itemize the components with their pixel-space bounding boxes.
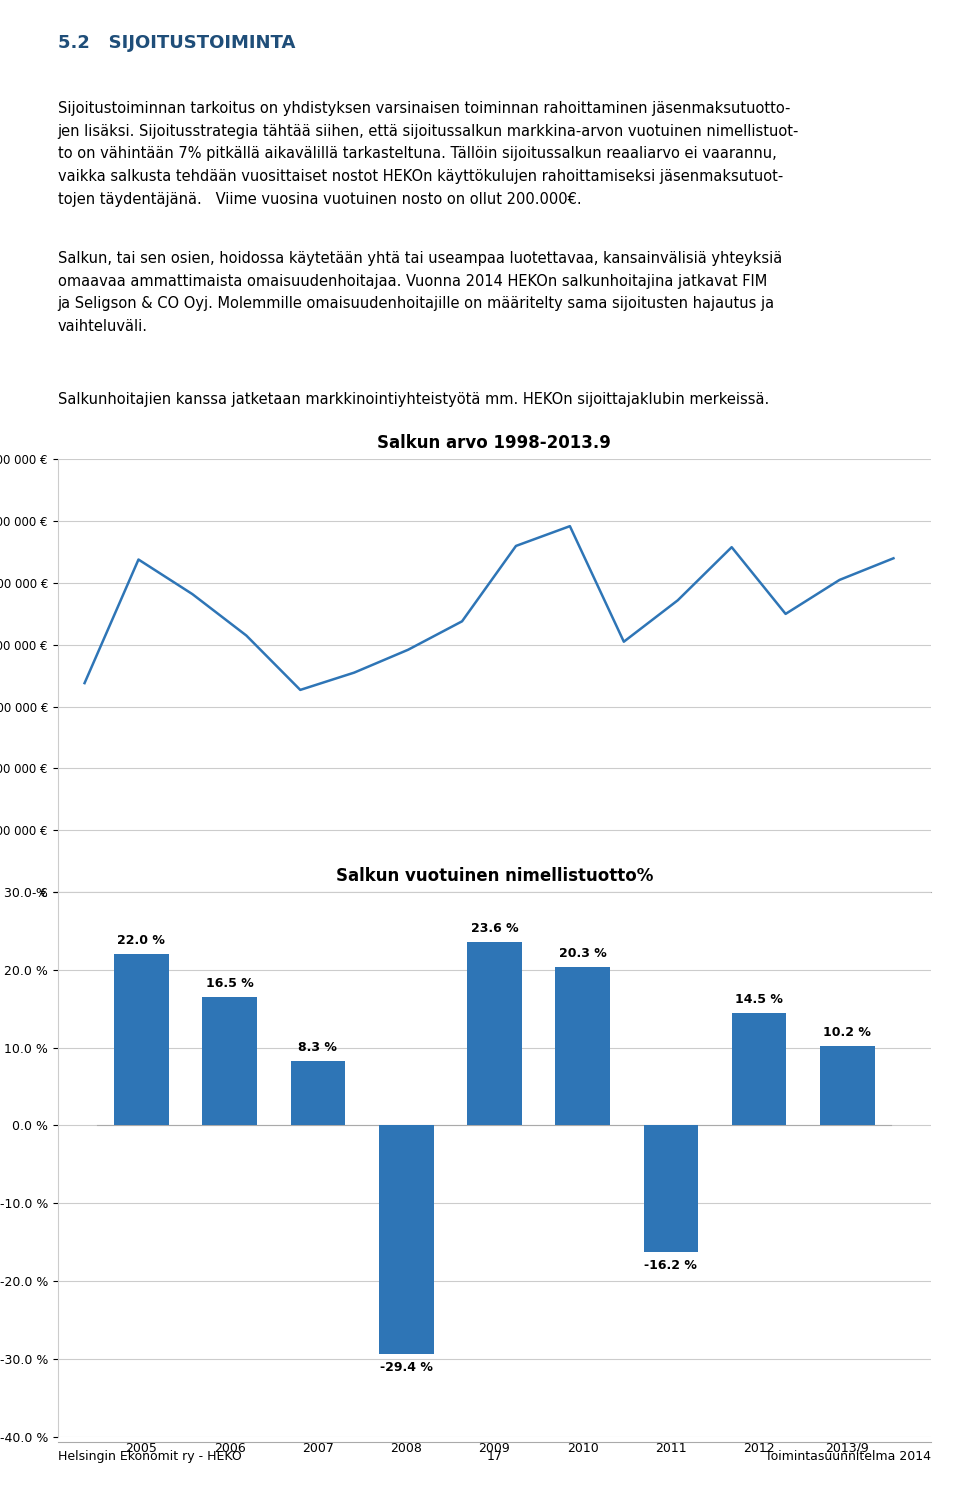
Bar xyxy=(203,997,257,1125)
Bar xyxy=(114,954,169,1125)
Text: Salkun, tai sen osien, hoidossa käytetään yhtä tai useampaa luotettavaa, kansain: Salkun, tai sen osien, hoidossa käytetää… xyxy=(58,251,781,335)
Text: 10.2 %: 10.2 % xyxy=(824,1026,872,1039)
Bar xyxy=(643,1125,698,1251)
Text: 22.0 %: 22.0 % xyxy=(117,934,165,948)
Text: 8.3 %: 8.3 % xyxy=(299,1041,337,1054)
Text: Toimintasuunnitelma 2014: Toimintasuunnitelma 2014 xyxy=(765,1449,931,1463)
Title: Salkun vuotuinen nimellistuotto%: Salkun vuotuinen nimellistuotto% xyxy=(336,867,653,885)
Text: 20.3 %: 20.3 % xyxy=(559,948,607,960)
Text: Sijoitustoiminnan tarkoitus on yhdistyksen varsinaisen toiminnan rahoittaminen j: Sijoitustoiminnan tarkoitus on yhdistyks… xyxy=(58,101,799,207)
Text: -16.2 %: -16.2 % xyxy=(644,1259,697,1272)
Text: 23.6 %: 23.6 % xyxy=(470,922,518,934)
Bar xyxy=(468,942,521,1125)
Title: Salkun arvo 1998-2013.9: Salkun arvo 1998-2013.9 xyxy=(377,434,612,452)
Bar xyxy=(555,967,610,1125)
Text: Helsingin Ekonomit ry - HEKO: Helsingin Ekonomit ry - HEKO xyxy=(58,1449,241,1463)
Text: 5.2   SIJOITUSTOIMINTA: 5.2 SIJOITUSTOIMINTA xyxy=(58,35,295,53)
Bar xyxy=(379,1125,434,1355)
Text: 17: 17 xyxy=(487,1449,502,1463)
Bar xyxy=(732,1012,786,1125)
Bar xyxy=(291,1060,346,1125)
Legend: Salkun arvo: Salkun arvo xyxy=(432,984,557,1006)
Text: 16.5 %: 16.5 % xyxy=(205,976,253,990)
Bar xyxy=(820,1045,875,1125)
Text: Salkunhoitajien kanssa jatketaan markkinointiyhteistyötä mm. HEKOn sijoittajaklu: Salkunhoitajien kanssa jatketaan markkin… xyxy=(58,392,769,407)
Text: -29.4 %: -29.4 % xyxy=(380,1361,433,1374)
Text: 14.5 %: 14.5 % xyxy=(735,993,783,1006)
